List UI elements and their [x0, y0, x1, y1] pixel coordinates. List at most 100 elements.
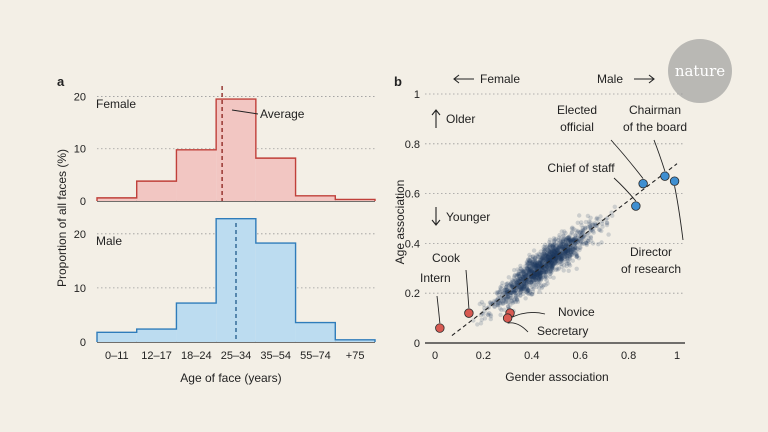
scatter-point: [560, 245, 565, 250]
scatter-point: [529, 281, 534, 286]
scatter-point: [561, 244, 566, 249]
scatter-point: [541, 272, 546, 278]
scatter-point: [512, 267, 517, 273]
scatter-point: [550, 252, 555, 257]
scatter-point: [512, 272, 518, 278]
scatter-point: [547, 252, 552, 258]
scatter-point: [572, 246, 577, 252]
scatter-point: [516, 279, 521, 284]
scatter-point: [518, 292, 523, 298]
scatter-point: [538, 278, 543, 283]
scatter-point: [591, 222, 596, 228]
scatter-point: [569, 245, 574, 250]
scatter-point: [536, 264, 542, 270]
scatter-point: [553, 252, 559, 257]
scatter-point: [520, 280, 525, 285]
scatter-point: [555, 266, 560, 271]
scatter-point: [558, 256, 563, 261]
scatter-point: [548, 257, 553, 262]
scatter-point: [578, 234, 583, 239]
scatter-point: [485, 312, 490, 317]
scatter-point: [529, 269, 534, 274]
scatter-point: [538, 268, 543, 273]
scatter-point: [526, 271, 531, 276]
scatter-point: [542, 251, 547, 256]
scatter-point: [545, 253, 550, 258]
scatter-point: [523, 274, 528, 279]
scatter-point: [542, 270, 547, 275]
scatter-point: [524, 270, 529, 275]
scatter-point: [548, 260, 554, 266]
scatter-point: [535, 275, 540, 280]
scatter-point: [492, 304, 497, 309]
scatter-point: [533, 263, 538, 268]
scatter-point: [518, 287, 524, 292]
scatter-point: [551, 239, 557, 244]
scatter-point: [538, 283, 544, 288]
scatter-point: [524, 273, 529, 278]
scatter-point: [556, 253, 561, 258]
scatter-point: [499, 307, 504, 313]
scatter-point: [551, 253, 556, 258]
scatter-point: [482, 316, 488, 321]
scatter-point: [535, 270, 541, 275]
scatter-point: [540, 263, 545, 268]
scatter-point: [560, 256, 565, 261]
scatter-point: [548, 247, 553, 252]
scatter-point: [521, 277, 526, 283]
scatter-point: [522, 273, 527, 278]
scatter-point: [549, 251, 554, 257]
scatter-point: [569, 226, 575, 231]
scatter-point: [528, 267, 533, 272]
scatter-point: [533, 271, 539, 276]
scatter-point: [556, 244, 562, 249]
scatter-point: [551, 261, 556, 266]
scatter-point: [538, 264, 544, 269]
scatter-point: [533, 275, 538, 280]
scatter-point: [547, 245, 552, 250]
scatter-point: [516, 271, 522, 277]
scatter-point: [529, 284, 535, 290]
bar-female-1: [136, 181, 177, 201]
scatter-point: [568, 252, 574, 257]
scatter-point: [580, 241, 585, 246]
point-label-elected-official: official: [560, 120, 594, 134]
scatter-point: [512, 297, 517, 302]
point-label-secretary: Secretary: [537, 324, 588, 338]
scatter-point: [512, 273, 517, 278]
scatter-point: [528, 254, 533, 260]
scatter-point: [586, 219, 592, 224]
scatter-point: [531, 274, 536, 280]
scatter-point: [561, 233, 566, 238]
scatter-point: [566, 250, 571, 256]
scatter-point: [505, 286, 510, 291]
scatter-point: [567, 237, 573, 243]
scatter-point: [532, 276, 537, 281]
scatter-point: [545, 253, 551, 259]
scatter-point: [526, 269, 532, 274]
scatter-point: [565, 243, 571, 248]
scatter-point: [534, 272, 539, 277]
scatter-point: [564, 244, 569, 249]
y-tick-label: 0.4: [405, 238, 420, 250]
down-arrow-icon: [431, 207, 441, 226]
scatter-point: [529, 265, 535, 271]
scatter-point: [520, 274, 525, 280]
scatter-point: [553, 236, 559, 242]
scatter-point: [560, 252, 565, 258]
scatter-point: [598, 214, 603, 219]
scatter-point: [546, 260, 551, 266]
scatter-point: [565, 248, 570, 253]
scatter-point: [555, 255, 560, 260]
left-arrow-icon: [453, 74, 474, 84]
scatter-point: [532, 271, 537, 276]
scatter-point: [541, 251, 546, 257]
scatter-point: [549, 249, 555, 254]
scatter-point: [543, 256, 548, 262]
scatter-point: [564, 243, 569, 249]
panel-b-scatter: 0 0.2 0.4 0.6 0.8 1 0 0.2 0.4 0.6 0.8 1 Female Male Ol…: [405, 72, 687, 362]
scatter-point: [530, 254, 536, 259]
scatter-point: [542, 266, 547, 271]
scatter-point: [521, 275, 526, 280]
